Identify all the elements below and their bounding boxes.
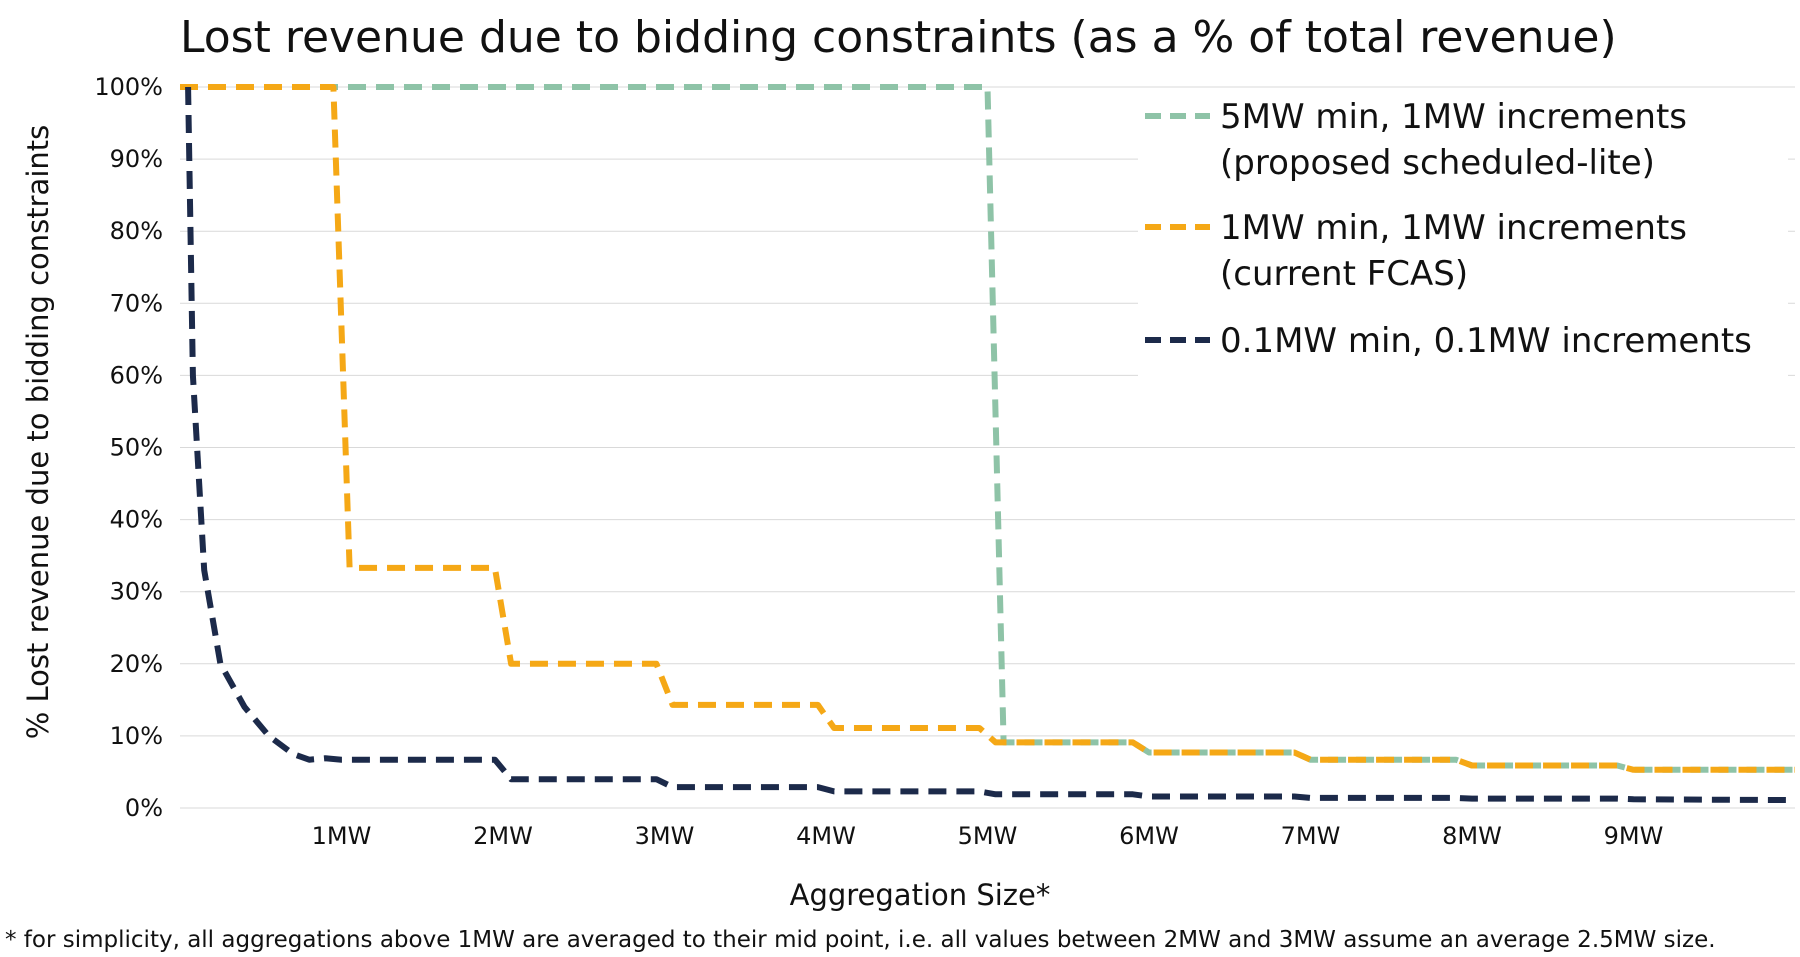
y-axis-label: % Lost revenue due to bidding constraint… [21, 125, 55, 740]
x-tick-label: 5MW [958, 822, 1018, 850]
legend-label: 1MW min, 1MW increments [1220, 208, 1687, 248]
x-tick-label: 4MW [796, 822, 856, 850]
y-tick-label: 70% [110, 289, 163, 317]
x-axis-ticks: 1MW 2MW 3MW 4MW 5MW 6MW 7MW 8MW 9MW [312, 822, 1664, 850]
x-tick-label: 2MW [473, 822, 533, 850]
y-tick-label: 30% [110, 578, 163, 606]
x-tick-label: 8MW [1442, 822, 1502, 850]
x-axis-label: Aggregation Size* [790, 878, 1051, 912]
y-tick-label: 90% [110, 145, 163, 173]
y-tick-label: 60% [110, 361, 163, 389]
legend-label: 0.1MW min, 0.1MW increments [1220, 321, 1752, 361]
footnote: * for simplicity, all aggregations above… [5, 927, 1716, 953]
y-tick-label: 40% [110, 506, 163, 534]
chart-title: Lost revenue due to bidding constraints … [180, 12, 1617, 63]
series-lines [180, 84, 1796, 804]
series-line-1 [180, 84, 1795, 773]
y-tick-label: 50% [110, 434, 163, 462]
legend: 5MW min, 1MW increments (proposed schedul… [1138, 88, 1788, 378]
y-tick-label: 100% [94, 73, 163, 101]
y-axis-ticks: 0% 10% 20% 30% 40% 50% 60% 70% 80% 90% 100% [94, 73, 163, 822]
x-tick-label: 9MW [1604, 822, 1664, 850]
legend-label: (current FCAS) [1220, 254, 1468, 294]
x-tick-label: 1MW [312, 822, 372, 850]
x-tick-label: 7MW [1281, 822, 1341, 850]
y-tick-label: 10% [110, 722, 163, 750]
legend-label: (proposed scheduled-lite) [1220, 143, 1655, 183]
legend-label: 5MW min, 1MW increments [1220, 97, 1687, 137]
y-tick-label: 80% [110, 217, 163, 245]
x-tick-label: 6MW [1119, 822, 1179, 850]
series-line-2 [185, 86, 1796, 804]
y-tick-label: 0% [125, 794, 163, 822]
x-tick-label: 3MW [635, 822, 695, 850]
y-tick-label: 20% [110, 650, 163, 678]
legend-background [1138, 88, 1788, 378]
